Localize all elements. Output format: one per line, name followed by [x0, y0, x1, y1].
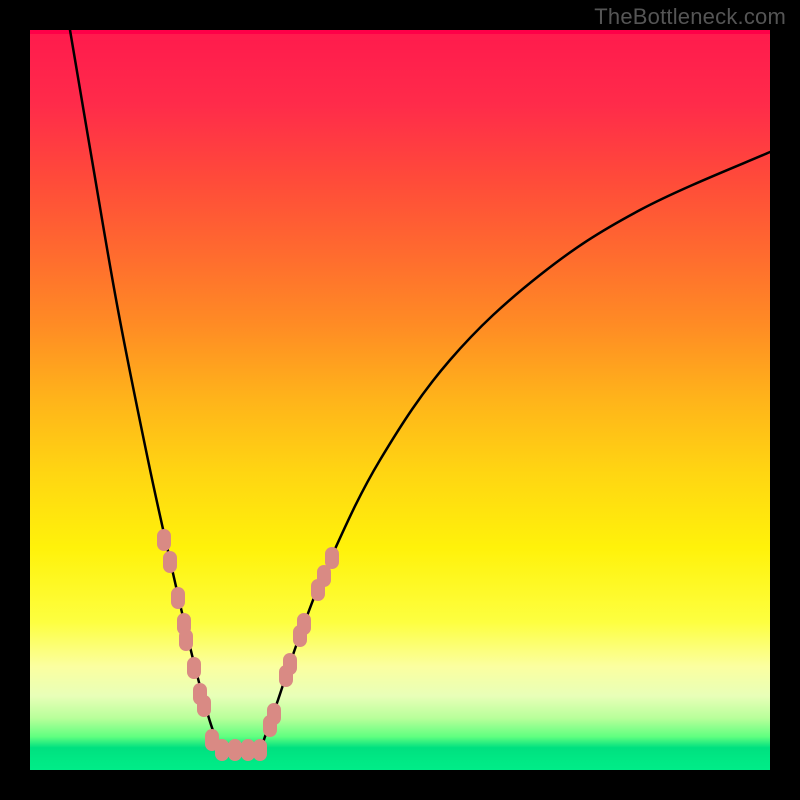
chart-container: TheBottleneck.com	[0, 0, 800, 800]
bottleneck-plot	[0, 0, 800, 800]
watermark-text: TheBottleneck.com	[594, 4, 786, 30]
